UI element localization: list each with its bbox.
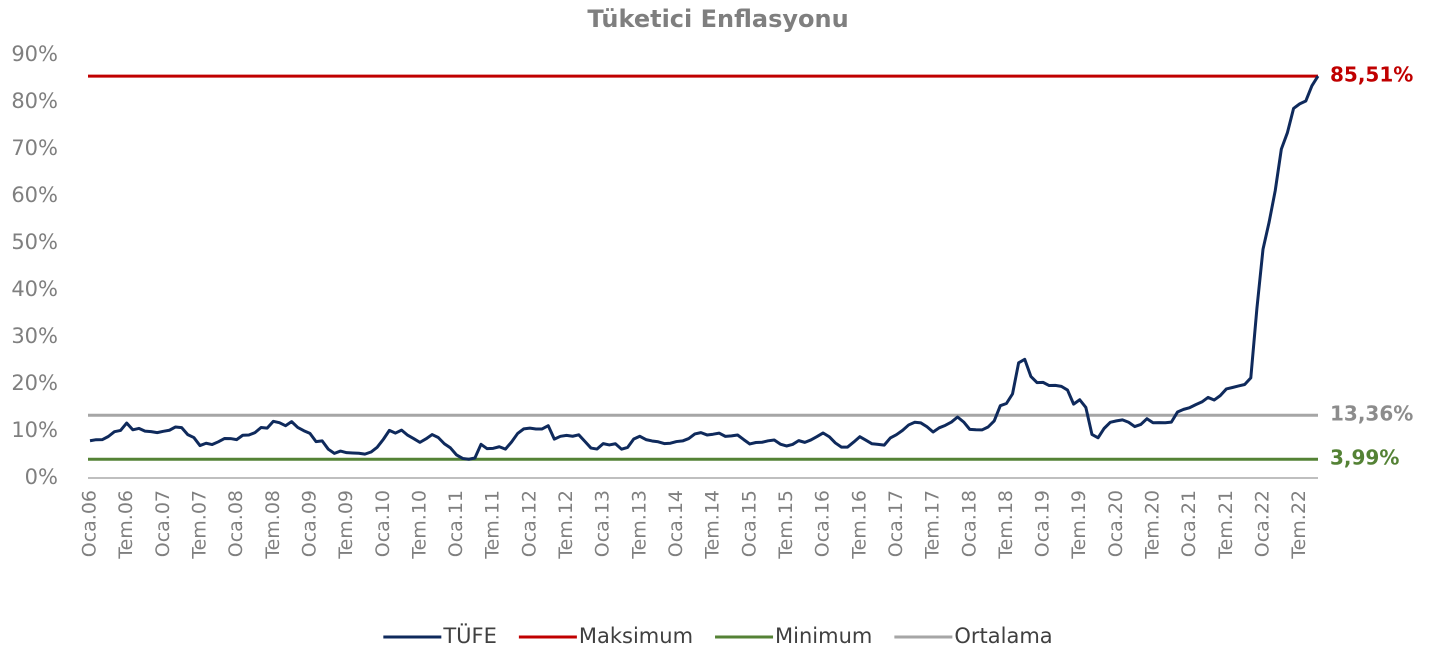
x-tick-label: Tem.14 [702, 490, 724, 560]
y-tick-label: 60% [11, 183, 58, 207]
line-series [89, 75, 1320, 461]
x-tick-label: Oca.15 [738, 490, 760, 557]
x-tick-label: Tem.18 [995, 490, 1017, 560]
x-tick-label: Oca.08 [225, 490, 247, 557]
x-tick-label: Oca.18 [958, 490, 980, 557]
x-tick-label: Oca.21 [1178, 490, 1200, 557]
x-tick-label: Oca.06 [79, 490, 101, 557]
y-tick-label: 80% [11, 89, 58, 113]
x-tick-label: Oca.14 [665, 490, 687, 557]
x-tick-label: Tem.12 [555, 490, 577, 560]
reference-label: 85,51% [1330, 63, 1413, 87]
x-tick-label: Oca.11 [445, 490, 467, 557]
x-tick-label: Oca.16 [812, 490, 834, 557]
x-tick-label: Tem.06 [115, 490, 137, 560]
x-tick-label: Tem.22 [1288, 490, 1310, 560]
x-tick-label: Tem.08 [262, 490, 284, 560]
y-tick-label: 70% [11, 136, 58, 160]
x-tick-label: Oca.09 [298, 490, 320, 557]
y-tick-label: 20% [11, 371, 58, 395]
x-tick-label: Oca.17 [885, 490, 907, 557]
x-tick-label: Oca.13 [592, 490, 614, 557]
legend-label: Maksimum [579, 624, 693, 648]
legend-label: Ortalama [954, 624, 1052, 648]
x-tick-label: Oca.22 [1252, 490, 1274, 557]
x-tick-label: Tem.13 [628, 490, 650, 560]
y-tick-label: 10% [11, 418, 58, 442]
x-tick-label: Tem.16 [848, 490, 870, 560]
x-tick-label: Tem.20 [1142, 490, 1164, 560]
y-tick-label: 0% [25, 465, 58, 489]
x-tick-label: Tem.09 [335, 490, 357, 560]
x-tick-label: Oca.19 [1032, 490, 1054, 557]
reference-label: 3,99% [1330, 446, 1399, 470]
x-tick-label: Tem.10 [408, 490, 430, 560]
legend-label: TÜFE [442, 623, 497, 648]
x-tick-label: Tem.15 [775, 490, 797, 560]
x-tick-label: Tem.21 [1215, 490, 1237, 560]
chart-title: Tüketici Enflasyonu [587, 5, 848, 33]
y-tick-label: 50% [11, 230, 58, 254]
y-tick-label: 40% [11, 277, 58, 301]
x-tick-label: Oca.07 [152, 490, 174, 557]
reference-label: 13,36% [1330, 402, 1413, 426]
x-tick-label: Tem.17 [922, 490, 944, 560]
legend-label: Minimum [775, 624, 872, 648]
y-tick-label: 30% [11, 324, 58, 348]
x-tick-label: Tem.07 [188, 490, 210, 560]
x-tick-label: Oca.10 [372, 490, 394, 557]
x-tick-label: Tem.11 [482, 490, 504, 560]
x-tick-label: Oca.20 [1105, 490, 1127, 557]
x-tick-label: Tem.19 [1068, 490, 1090, 560]
y-tick-label: 90% [11, 42, 58, 66]
x-tick-label: Oca.12 [518, 490, 540, 557]
